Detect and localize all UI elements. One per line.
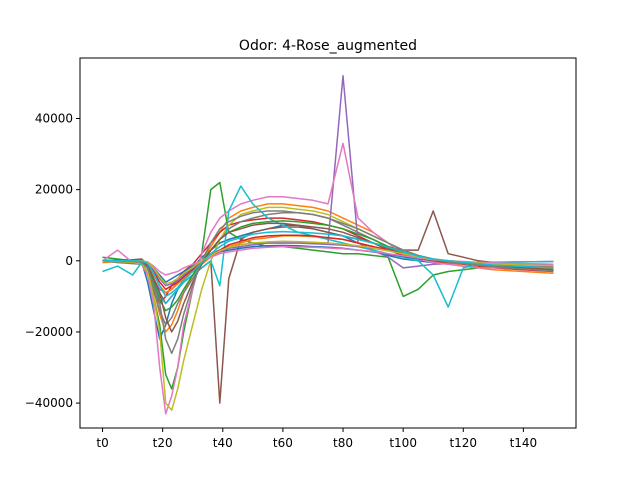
- y-tick-label: 0: [65, 254, 73, 268]
- y-tick-label: −20000: [25, 325, 73, 339]
- x-tick-label: t120: [449, 436, 477, 450]
- x-tick-label: t140: [510, 436, 538, 450]
- series-line-3: [102, 181, 554, 390]
- y-tick-label: −40000: [25, 396, 73, 410]
- x-tick-label: t80: [333, 436, 353, 450]
- series-lines: [102, 75, 554, 415]
- x-tick-label: t0: [96, 436, 108, 450]
- x-tick-label: t20: [153, 436, 173, 450]
- series-line-20: [102, 230, 554, 298]
- x-axis: t0 t20 t40 t60 t80 t100 t120 t140: [96, 428, 537, 450]
- x-tick-label: t100: [389, 436, 417, 450]
- y-tick-label: 20000: [35, 183, 73, 197]
- y-axis: −40000 −20000 0 20000 40000: [25, 111, 80, 410]
- x-tick-label: t40: [213, 436, 233, 450]
- plot-frame: [79, 57, 577, 429]
- y-tick-label: 40000: [35, 111, 73, 125]
- series-line-10: [102, 185, 554, 308]
- chart-title: Odor: 4-Rose_augmented: [239, 38, 417, 54]
- series-line-7: [102, 142, 554, 415]
- x-tick-label: t60: [273, 436, 293, 450]
